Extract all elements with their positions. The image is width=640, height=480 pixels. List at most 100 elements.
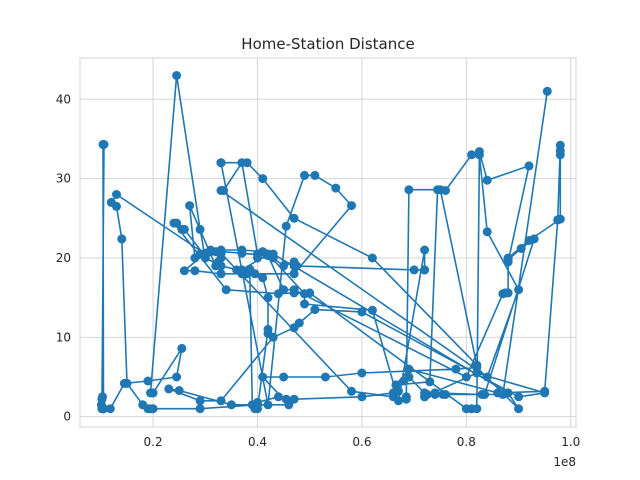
data-point [516,244,526,253]
data-point [482,372,492,382]
x-tick-label: 0.2 [144,435,163,449]
data-point [498,390,508,399]
data-point [401,394,411,404]
data-point [357,392,367,402]
data-point [394,386,403,396]
data-point [172,372,182,382]
data-point [420,388,430,398]
data-point [409,265,419,275]
data-point [195,224,205,234]
data-point [164,384,174,394]
data-point [258,174,268,184]
data-point [289,269,299,279]
data-point [216,158,226,168]
data-point [467,150,477,160]
data-point [216,396,226,406]
data-point [529,234,539,244]
series-layer [96,71,565,414]
data-point [555,140,565,150]
data-point [300,170,309,180]
data-point [472,363,482,372]
data-point [441,390,450,399]
data-point [177,343,187,353]
data-point [300,299,309,309]
data-point [172,71,182,80]
data-point [216,245,226,255]
data-point [148,404,158,414]
data-point [268,332,278,342]
x-axis-offset-label: 1e8 [553,455,576,469]
x-tick-label: 0.4 [248,435,267,449]
x-tick-label: 1.0 [561,435,580,449]
data-point [347,201,356,211]
data-point [195,404,205,414]
data-point [540,388,550,398]
x-tick-label: 0.6 [352,435,371,449]
data-point [514,392,524,402]
data-point [542,86,552,96]
data-point [219,186,229,195]
data-point [289,213,299,223]
series-line [100,74,562,410]
data-point [169,218,179,228]
data-point [237,245,247,255]
data-point [430,390,440,399]
data-point [441,186,450,195]
data-point [279,261,289,271]
data-point [273,392,283,402]
data-point [190,266,200,276]
y-tick-label: 40 [56,92,71,106]
data-point [482,227,492,237]
data-point [195,396,205,406]
data-point [279,372,289,382]
data-point [524,161,534,171]
data-point [472,404,482,414]
data-point [211,261,221,271]
data-point [258,247,268,257]
data-point [420,265,430,275]
data-point [310,305,320,315]
data-point [263,293,273,303]
data-point [179,266,189,276]
data-point [112,201,121,211]
data-point [221,285,231,295]
data-point [331,183,341,193]
data-point [253,253,262,263]
data-point [367,253,377,263]
data-point [310,170,320,180]
data-point [320,372,330,382]
y-tick-label: 10 [56,330,71,344]
data-point [105,404,115,414]
y-tick-label: 30 [56,172,71,186]
data-point [425,377,435,387]
data-point [300,289,309,299]
data-point [394,396,403,406]
data-point [237,269,247,279]
data-point [258,372,268,382]
chart-title: Home-Station Distance [241,35,414,53]
data-point [185,201,195,211]
data-point [289,323,299,333]
data-point [503,255,513,265]
data-point [200,249,210,259]
data-point [433,185,443,195]
data-point [281,394,291,404]
data-point [99,140,109,149]
data-point [357,368,367,378]
data-point [279,285,289,295]
data-point [477,390,487,399]
data-point [292,261,302,271]
data-point [226,400,236,410]
data-point [482,175,492,185]
plot-frame [79,57,577,428]
grid [80,58,576,427]
data-point [281,221,291,231]
data-point [99,404,108,414]
data-point [268,249,278,259]
data-point [514,285,524,295]
data-point [174,386,184,395]
data-point [146,388,155,398]
data-point [263,324,273,334]
tick-labels: 0.2 0.4 0.6 0.8 1.0 0 10 20 30 40 [56,92,581,449]
data-point [367,305,377,315]
